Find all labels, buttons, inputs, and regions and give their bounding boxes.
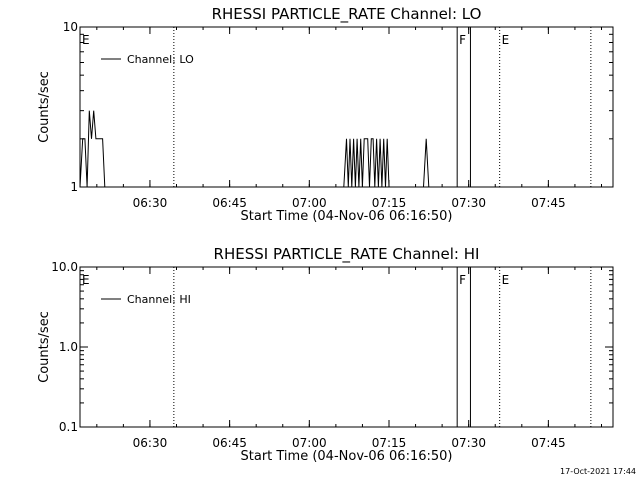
x-tick-label: 06:45: [212, 196, 247, 210]
time-marker-label: E: [82, 273, 90, 287]
y-tick-label: 0.1: [59, 420, 78, 434]
x-axis-label: Start Time (04-Nov-06 06:16:50): [241, 209, 453, 224]
hi-channel-panel: RHESSI PARTICLE_RATE Channel: HI 06:30 06:…: [37, 245, 614, 464]
y-tick-label: 10.0: [51, 260, 78, 274]
time-marker-label: E: [502, 273, 510, 287]
legend-entry: Channel: HI: [127, 293, 191, 306]
plot-frame: [79, 266, 614, 428]
x-tick-label: 07:30: [451, 436, 486, 450]
x-tick-label: 06:30: [133, 196, 168, 210]
time-marker-label: E: [82, 33, 90, 47]
footer-timestamp: 17-Oct-2021 17:44: [560, 467, 636, 476]
x-tick-label: 07:00: [292, 436, 327, 450]
y-tick-label: 1: [70, 180, 78, 194]
x-tick-label: 07:30: [451, 196, 486, 210]
time-marker-label: F: [459, 33, 466, 47]
chart-title: RHESSI PARTICLE_RATE Channel: HI: [214, 245, 480, 264]
lo-channel-panel: RHESSI PARTICLE_RATE Channel: LO 06:30 06:…: [37, 5, 614, 224]
legend-entry: Channel: LO: [127, 53, 194, 66]
y-tick-label: 1.0: [59, 340, 78, 354]
y-tick-label: 10: [63, 20, 78, 34]
x-tick-label: 06:45: [212, 436, 247, 450]
x-tick-label: 07:45: [531, 436, 566, 450]
y-axis-label: Counts/sec: [37, 71, 52, 143]
x-tick-label: 07:15: [372, 436, 407, 450]
x-tick-label: 07:15: [372, 196, 407, 210]
x-axis-label: Start Time (04-Nov-06 06:16:50): [241, 449, 453, 464]
x-tick-label: 07:45: [531, 196, 566, 210]
series-line: [79, 110, 430, 188]
x-tick-label: 06:30: [133, 436, 168, 450]
chart-title: RHESSI PARTICLE_RATE Channel: LO: [212, 5, 482, 24]
x-tick-label: 07:00: [292, 196, 327, 210]
time-marker-label: F: [459, 273, 466, 287]
plot-frame: [79, 26, 614, 188]
y-axis-label: Counts/sec: [37, 311, 52, 383]
time-marker-label: E: [502, 33, 510, 47]
